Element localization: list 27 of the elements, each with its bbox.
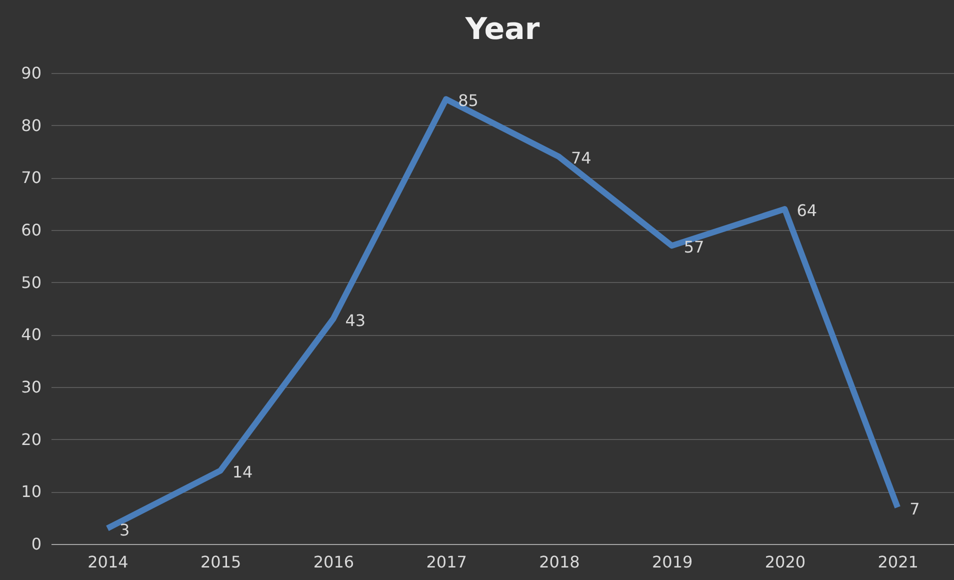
x-tick-label: 2017 xyxy=(426,552,467,572)
x-tick-label: 2014 xyxy=(88,552,128,572)
y-tick-label: 70 xyxy=(21,168,42,188)
y-tick-label: 50 xyxy=(21,272,42,292)
data-label: 43 xyxy=(345,310,366,330)
x-tick-label: 2015 xyxy=(200,552,242,572)
x-tick-label: 2020 xyxy=(764,552,806,572)
data-label: 14 xyxy=(232,462,253,482)
y-tick-label: 10 xyxy=(21,482,42,502)
data-label: 3 xyxy=(119,520,130,540)
data-label: 7 xyxy=(910,499,920,518)
data-label: 64 xyxy=(796,201,818,220)
y-tick-label: 40 xyxy=(21,325,42,344)
y-tick-label: 60 xyxy=(21,220,42,240)
data-label: 57 xyxy=(684,238,704,257)
chart-title: Year xyxy=(464,12,540,47)
y-tick-label: 0 xyxy=(31,534,42,554)
x-tick-label: 2016 xyxy=(313,552,354,572)
x-tick-label: 2021 xyxy=(878,552,918,572)
y-tick-label: 30 xyxy=(21,378,42,396)
y-tick-label: 80 xyxy=(21,116,42,135)
y-tick-label: 20 xyxy=(21,430,42,449)
data-label: 85 xyxy=(458,91,478,110)
x-tick-label: 2019 xyxy=(652,552,693,572)
x-tick-label: 2018 xyxy=(539,552,580,572)
y-tick-label: 90 xyxy=(21,64,42,82)
data-label: 74 xyxy=(570,148,592,168)
